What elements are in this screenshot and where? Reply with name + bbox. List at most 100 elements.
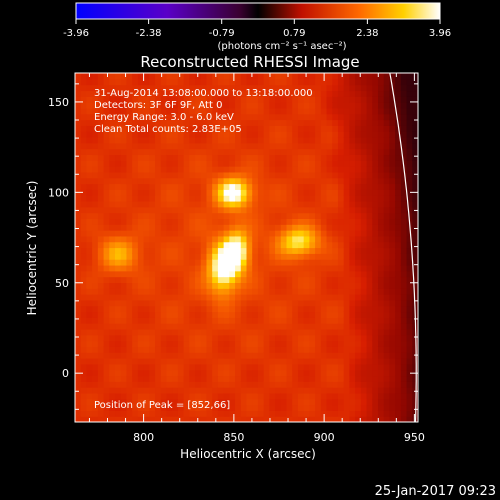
heatmap-cell	[97, 369, 105, 377]
heatmap-cell	[115, 189, 122, 196]
heatmap-cell	[109, 392, 116, 400]
heatmap-cell	[372, 218, 379, 225]
heatmap-cell	[172, 119, 179, 126]
heatmap-cell	[395, 253, 402, 260]
heatmap-cell	[109, 253, 116, 260]
heatmap-cell	[109, 142, 116, 150]
heatmap-cell	[320, 299, 328, 307]
heatmap-cell	[149, 189, 156, 196]
heatmap-cell	[366, 311, 373, 318]
heatmap-cell	[229, 253, 236, 260]
heatmap-cell	[115, 247, 122, 254]
heatmap-cell	[75, 253, 82, 260]
heatmap-cell	[137, 206, 145, 214]
heatmap-cell	[115, 387, 122, 394]
heatmap-cell	[183, 154, 190, 161]
heatmap-cell	[195, 398, 202, 406]
heatmap-cell	[280, 334, 288, 342]
heatmap-cell	[143, 398, 150, 406]
heatmap-cell	[275, 323, 282, 330]
heatmap-cell	[366, 334, 373, 342]
heatmap-cell	[200, 125, 208, 132]
heatmap-cell	[137, 78, 145, 86]
heatmap-cell	[275, 392, 282, 400]
heatmap-cell	[206, 363, 213, 371]
heatmap-cell	[269, 113, 276, 121]
heatmap-cell	[377, 253, 385, 260]
heatmap-cell	[80, 154, 88, 161]
heatmap-cell	[115, 78, 122, 86]
heatmap-cell	[183, 224, 190, 231]
heatmap-cell	[355, 177, 362, 185]
heatmap-cell	[132, 346, 139, 353]
heatmap-cell	[395, 102, 402, 109]
heatmap-cell	[275, 299, 282, 307]
heatmap-cell	[252, 323, 259, 330]
heatmap-cell	[246, 218, 253, 225]
heatmap-cell	[177, 323, 185, 330]
heatmap-cell	[292, 154, 299, 161]
heatmap-cell	[183, 311, 190, 318]
heatmap-cell	[183, 381, 190, 388]
heatmap-cell	[263, 235, 270, 243]
heatmap-cell	[97, 375, 105, 382]
heatmap-cell	[160, 381, 168, 388]
heatmap-cell	[372, 160, 379, 167]
heatmap-cell	[160, 148, 168, 156]
heatmap-cell	[223, 154, 230, 161]
heatmap-cell	[229, 200, 236, 208]
heatmap-cell	[132, 253, 139, 260]
heatmap-cell	[183, 358, 190, 365]
heatmap-cell	[149, 212, 156, 220]
heatmap-cell	[195, 96, 202, 103]
heatmap-cell	[206, 375, 213, 382]
heatmap-cell	[337, 288, 345, 295]
heatmap-cell	[275, 113, 282, 121]
heatmap-cell	[257, 125, 265, 132]
heatmap-cell	[189, 381, 196, 388]
heatmap-cell	[395, 84, 402, 92]
heatmap-cell	[160, 410, 168, 417]
heatmap-cell	[177, 358, 185, 365]
heatmap-cell	[275, 282, 282, 289]
heatmap-cell	[280, 84, 288, 92]
heatmap-cell	[126, 264, 133, 272]
heatmap-cell	[406, 375, 413, 382]
heatmap-cell	[240, 224, 248, 231]
heatmap-cell	[212, 90, 219, 97]
heatmap-cell	[103, 154, 110, 161]
heatmap-cell	[86, 247, 93, 254]
heatmap-cell	[326, 387, 333, 394]
heatmap-cell	[143, 224, 150, 231]
heatmap-cell	[349, 148, 356, 156]
heatmap-cell	[132, 136, 139, 144]
heatmap-cell	[395, 235, 402, 243]
heatmap-cell	[389, 410, 396, 417]
heatmap-cell	[166, 142, 173, 150]
heatmap-cell	[337, 259, 345, 266]
heatmap-cell	[246, 358, 253, 365]
heatmap-cell	[103, 136, 110, 144]
heatmap-cell	[223, 358, 230, 365]
heatmap-cell	[326, 102, 333, 109]
heatmap-cell	[366, 166, 373, 173]
heatmap-cell	[109, 113, 116, 121]
heatmap-cell	[326, 148, 333, 156]
heatmap-cell	[109, 183, 116, 190]
heatmap-cell	[166, 206, 173, 214]
heatmap-cell	[366, 270, 373, 278]
heatmap-cell	[160, 253, 168, 260]
heatmap-cell	[166, 328, 173, 336]
heatmap-cell	[383, 352, 391, 359]
heatmap-cell	[343, 148, 350, 156]
heatmap-cell	[377, 305, 385, 313]
heatmap-cell	[126, 363, 133, 371]
heatmap-cell	[286, 107, 293, 115]
heatmap-cell	[303, 131, 310, 138]
heatmap-cell	[337, 113, 345, 121]
heatmap-cell	[366, 224, 373, 231]
heatmap-cell	[172, 264, 179, 272]
heatmap-cell	[263, 299, 270, 307]
heatmap-cell	[103, 206, 110, 214]
heatmap-cell	[212, 241, 219, 249]
